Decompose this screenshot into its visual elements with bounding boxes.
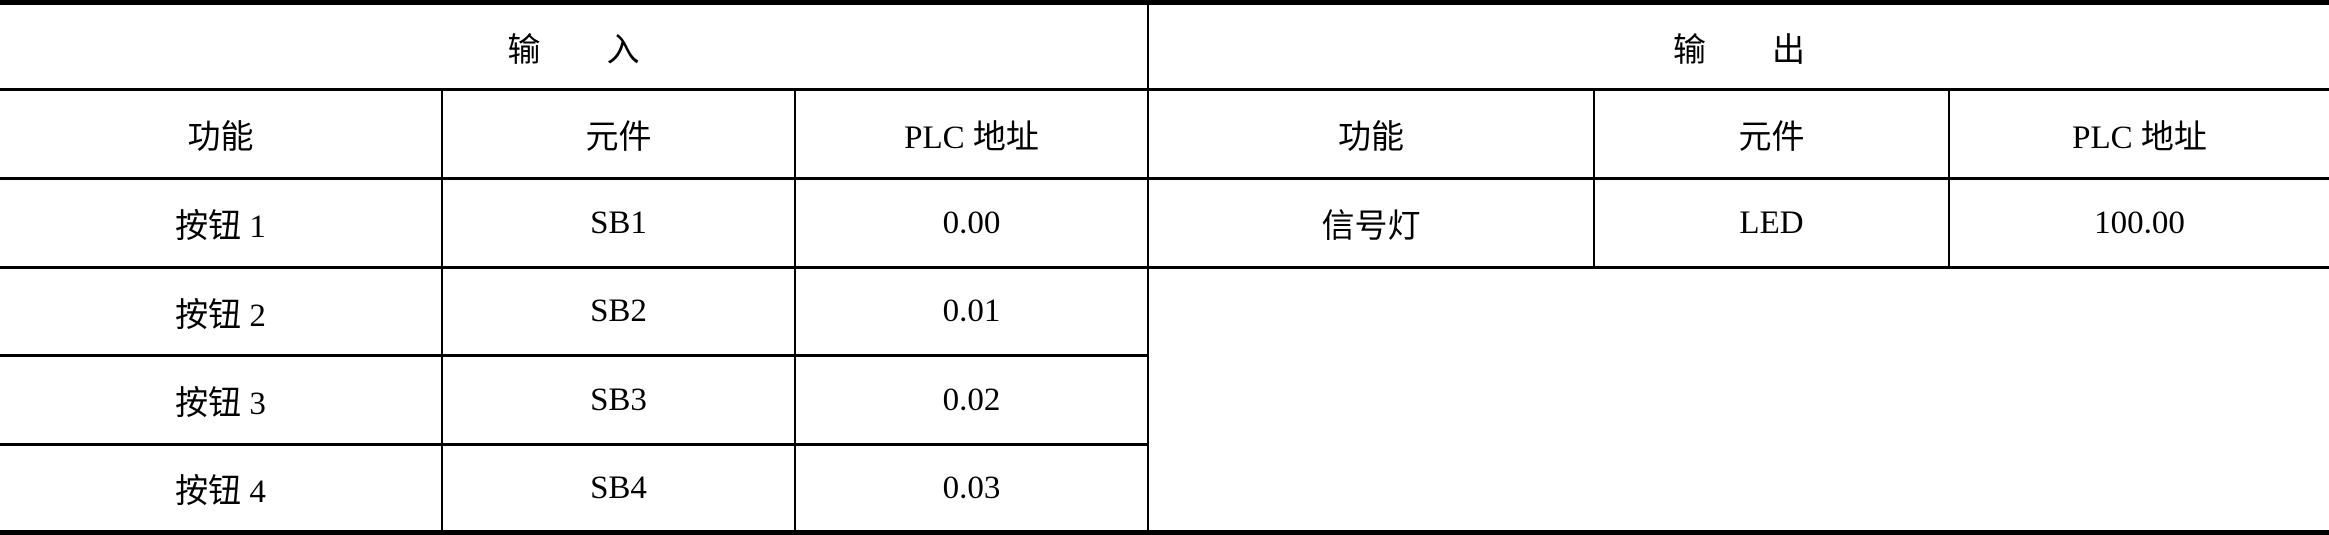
output-cell-component: LED <box>1739 204 1804 241</box>
row-divider <box>0 354 1149 357</box>
input-cell-function: 按钮 3 <box>175 386 266 422</box>
input-header-plc-address: PLC 地址 <box>904 120 1039 156</box>
input-section-title: 输 入 <box>507 32 640 69</box>
column-divider <box>1147 0 1149 535</box>
input-cell-plc-address: 0.02 <box>942 381 1001 418</box>
input-cell-plc-address: 0.00 <box>942 204 1001 241</box>
row-divider <box>0 177 2329 180</box>
row-divider <box>0 266 2329 269</box>
table-bottom-border <box>0 530 2329 535</box>
column-divider <box>441 89 443 532</box>
output-cell-plc-address: 100.00 <box>2094 204 2185 241</box>
column-divider <box>794 89 796 532</box>
row-divider <box>0 443 1149 446</box>
output-header-plc-address: PLC 地址 <box>2072 120 2207 156</box>
input-header-component: 元件 <box>585 120 652 156</box>
table-top-border <box>0 0 2329 5</box>
output-section-title: 输 出 <box>1673 32 1805 69</box>
input-cell-plc-address: 0.03 <box>942 469 1001 506</box>
column-divider <box>1593 89 1595 268</box>
input-cell-component: SB2 <box>590 293 647 329</box>
column-divider <box>1948 89 1950 268</box>
output-header-function: 功能 <box>1338 120 1404 156</box>
output-header-component: 元件 <box>1738 120 1805 156</box>
input-cell-component: SB1 <box>590 204 647 241</box>
input-cell-function: 按钮 4 <box>175 474 266 510</box>
input-header-function: 功能 <box>187 120 254 156</box>
input-cell-component: SB3 <box>590 381 647 418</box>
input-cell-component: SB4 <box>590 469 647 506</box>
row-divider <box>0 88 2329 91</box>
input-cell-plc-address: 0.01 <box>942 293 1001 329</box>
input-cell-function: 按钮 2 <box>175 297 266 334</box>
output-cell-function: 信号灯 <box>1321 209 1421 245</box>
input-cell-function: 按钮 1 <box>175 209 266 245</box>
